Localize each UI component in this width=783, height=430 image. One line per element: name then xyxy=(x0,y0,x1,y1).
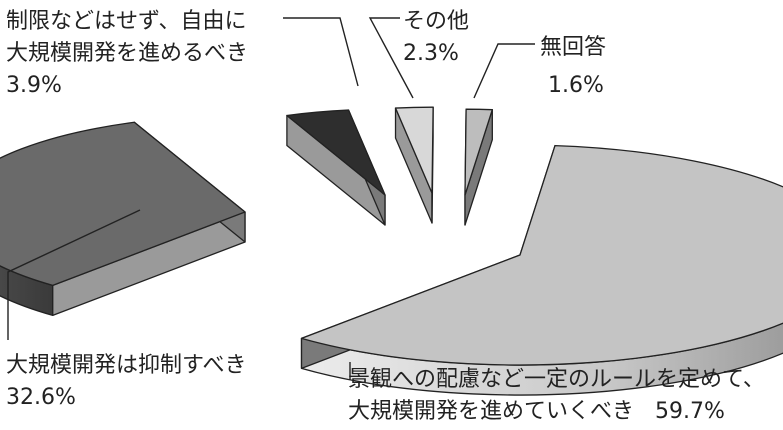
slice-noanswer-top xyxy=(464,108,493,196)
label-free-line1: 制限などはせず、自由に xyxy=(6,9,246,34)
slice-other xyxy=(394,106,434,224)
leader-line-other xyxy=(368,17,414,99)
slice-noanswer xyxy=(464,108,493,226)
slice-free xyxy=(286,109,386,226)
label-noanswer-line1: 無回答 xyxy=(540,35,606,60)
leader-line-noanswer xyxy=(473,43,535,99)
slice-large-rule xyxy=(300,144,783,396)
label-noanswer-value: 1.6% xyxy=(548,73,604,98)
label-suppress-value: 32.6% xyxy=(6,385,76,410)
label-free-value: 3.9% xyxy=(6,73,62,98)
slice-free-top xyxy=(286,109,386,196)
label-other-line1: その他 xyxy=(403,9,469,34)
leader-line-free xyxy=(283,17,359,87)
label-large-line1: 景観への配慮など一定のルールを定めて、 xyxy=(348,367,765,392)
label-suppress-line1: 大規模開発は抑制すべき xyxy=(6,353,246,378)
label-other-value: 2.3% xyxy=(403,41,459,66)
slice-suppress xyxy=(0,121,246,317)
slice-suppress-top xyxy=(0,121,246,287)
pie-slices xyxy=(0,106,783,396)
label-free-line2: 大規模開発を進めるべき xyxy=(6,41,248,66)
leader-line-suppress xyxy=(7,209,141,340)
label-large-line2: 大規模開発を進めていくべき xyxy=(348,399,634,424)
slice-large-rule-top xyxy=(300,144,783,366)
slice-other-top xyxy=(394,106,434,194)
label-large-value: 59.7% xyxy=(655,399,725,424)
